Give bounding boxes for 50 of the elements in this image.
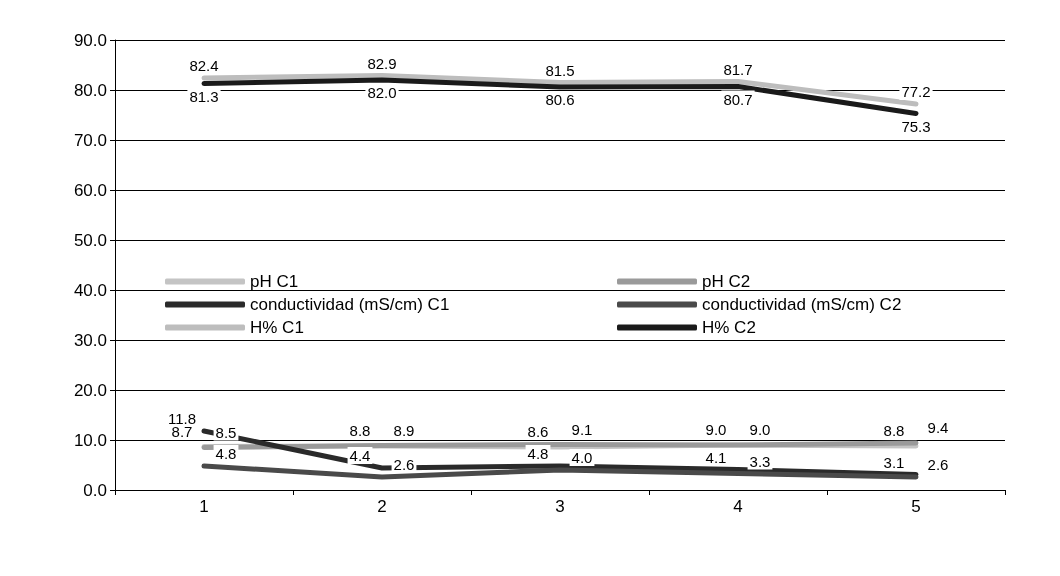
data-label: 4.8 xyxy=(215,445,237,462)
data-label: 2.6 xyxy=(393,456,415,473)
data-label: 3.1 xyxy=(883,453,905,471)
data-label: 4.8 xyxy=(527,445,549,462)
data-label: 8.5 xyxy=(215,423,237,441)
legend-label: conductividad (mS/cm) C2 xyxy=(702,295,902,314)
legend-label: H% C1 xyxy=(250,318,304,337)
y-tick-label: 30.0 xyxy=(73,330,107,350)
data-label: 4.1 xyxy=(705,448,727,466)
y-tick-label: 40.0 xyxy=(73,280,107,300)
data-label: 4.4 xyxy=(349,447,371,464)
data-label: 8.6 xyxy=(527,423,549,440)
data-label: 11.8 xyxy=(167,410,197,427)
data-label: 81.5 xyxy=(545,61,575,79)
y-tick-label: 10.0 xyxy=(73,430,107,450)
data-label: 9.1 xyxy=(571,420,593,438)
y-tick-label: 70.0 xyxy=(73,130,107,150)
data-label: 8.9 xyxy=(393,421,415,439)
x-tick-label: 4 xyxy=(733,497,743,516)
data-label: 82.9 xyxy=(367,54,397,72)
y-tick-label: 50.0 xyxy=(73,230,107,250)
legend-label: pH C1 xyxy=(250,272,299,291)
data-label: 9.0 xyxy=(749,421,771,438)
data-label: 9.0 xyxy=(705,421,727,438)
x-tick-label: 1 xyxy=(199,497,209,516)
data-label: 8.8 xyxy=(883,422,905,439)
x-tick-label: 2 xyxy=(377,497,387,516)
data-label: 82.0 xyxy=(367,84,397,101)
data-label: 2.6 xyxy=(927,456,949,473)
y-tick-label: 20.0 xyxy=(73,380,107,400)
data-label: 81.3 xyxy=(189,87,219,105)
legend-label: H% C2 xyxy=(702,318,756,337)
data-label: 82.4 xyxy=(189,57,219,74)
x-tick-label: 3 xyxy=(555,497,565,516)
data-label: 81.7 xyxy=(723,60,753,78)
data-label: 4.0 xyxy=(571,449,593,466)
legend-label: pH C2 xyxy=(702,272,751,291)
y-tick-label: 60.0 xyxy=(73,180,107,200)
legend-label: conductividad (mS/cm) C1 xyxy=(250,295,450,314)
data-label: 8.8 xyxy=(349,422,371,439)
data-label: 77.2 xyxy=(901,83,931,100)
data-label: 80.6 xyxy=(545,91,575,108)
y-tick-label: 90.0 xyxy=(73,30,107,50)
y-tick-label: 80.0 xyxy=(73,80,107,100)
data-label: 9.4 xyxy=(927,419,949,436)
x-tick-label: 5 xyxy=(911,497,921,516)
data-label: 80.7 xyxy=(723,90,753,108)
data-label: 75.3 xyxy=(901,117,931,135)
y-tick-label: 0.0 xyxy=(83,480,107,500)
data-label: 3.3 xyxy=(749,452,771,470)
